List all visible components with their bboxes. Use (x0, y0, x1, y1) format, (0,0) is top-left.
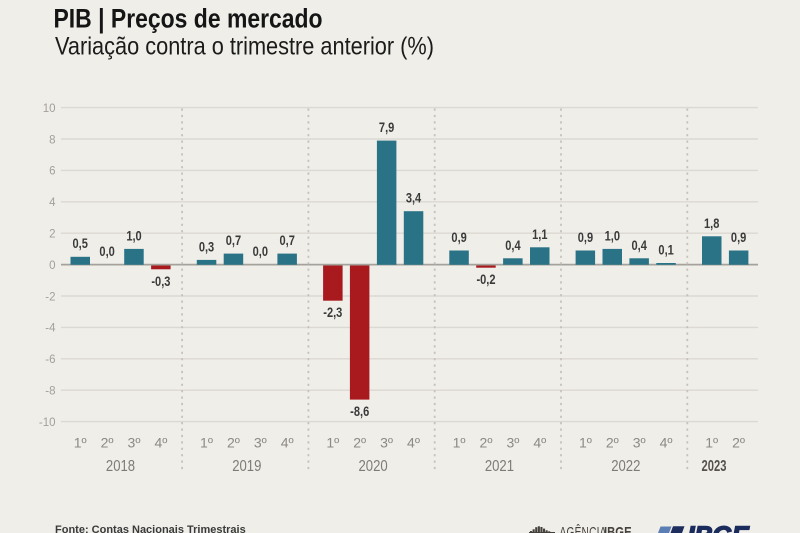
svg-text:4º: 4º (154, 434, 167, 450)
svg-text:0,1: 0,1 (658, 242, 673, 257)
svg-text:0,7: 0,7 (280, 233, 295, 248)
svg-text:2º: 2º (732, 434, 745, 450)
svg-text:4º: 4º (407, 434, 420, 450)
svg-text:-10: -10 (39, 417, 56, 429)
svg-text:-8,6: -8,6 (350, 404, 369, 419)
svg-text:1º: 1º (705, 434, 718, 450)
svg-text:1,8: 1,8 (704, 216, 719, 231)
svg-text:Variação contra o trimestre an: Variação contra o trimestre anterior (%) (55, 32, 434, 60)
svg-text:2º: 2º (606, 434, 619, 450)
svg-text:0,3: 0,3 (199, 239, 214, 254)
svg-text:AGÊNCIA: AGÊNCIA (560, 523, 607, 533)
svg-text:3º: 3º (633, 434, 646, 450)
svg-text:0,5: 0,5 (73, 236, 88, 251)
svg-text:1,1: 1,1 (532, 227, 547, 242)
svg-text:6: 6 (49, 166, 55, 178)
svg-text:3º: 3º (380, 434, 393, 450)
svg-text:2: 2 (49, 229, 55, 241)
svg-text:-0,3: -0,3 (151, 274, 170, 289)
svg-text:IBGE: IBGE (604, 524, 632, 533)
svg-text:-6: -6 (45, 354, 55, 366)
svg-text:2019: 2019 (232, 458, 261, 475)
svg-text:-8: -8 (45, 386, 55, 398)
svg-text:Fonte: Contas Nacionais Trimes: Fonte: Contas Nacionais Trimestrais (55, 524, 246, 533)
svg-text:4º: 4º (660, 434, 673, 450)
svg-text:1º: 1º (326, 434, 339, 450)
svg-text:8: 8 (49, 134, 55, 146)
svg-text:10: 10 (43, 103, 56, 115)
svg-text:3º: 3º (128, 434, 141, 450)
svg-text:2º: 2º (480, 434, 493, 450)
svg-text:4º: 4º (281, 434, 294, 450)
svg-text:1,0: 1,0 (605, 228, 620, 243)
svg-text:2022: 2022 (611, 458, 640, 475)
svg-text:1º: 1º (200, 434, 213, 450)
svg-text:2º: 2º (227, 434, 240, 450)
svg-text:2021: 2021 (485, 458, 514, 475)
svg-text:0,9: 0,9 (731, 230, 746, 245)
svg-text:2º: 2º (101, 434, 114, 450)
svg-text:-4: -4 (45, 323, 56, 335)
svg-text:-0,2: -0,2 (476, 272, 495, 287)
svg-text:1º: 1º (453, 434, 466, 450)
svg-text:1º: 1º (579, 434, 592, 450)
svg-text:3º: 3º (254, 434, 267, 450)
svg-text:0,0: 0,0 (253, 244, 268, 259)
svg-text:0,4: 0,4 (632, 238, 647, 253)
svg-text:0,0: 0,0 (99, 244, 114, 259)
svg-text:2018: 2018 (106, 458, 135, 475)
svg-text:0,7: 0,7 (226, 233, 241, 248)
svg-text:0: 0 (49, 260, 55, 272)
svg-text:3,4: 3,4 (406, 191, 421, 206)
svg-text:3º: 3º (506, 434, 519, 450)
svg-text:1º: 1º (74, 434, 87, 450)
svg-text:0,9: 0,9 (451, 230, 466, 245)
svg-text:-2: -2 (45, 291, 55, 303)
svg-text:4: 4 (49, 197, 56, 209)
svg-text:IBGE: IBGE (688, 522, 750, 533)
svg-text:2º: 2º (353, 434, 366, 450)
svg-text:0,4: 0,4 (505, 238, 520, 253)
svg-text:1,0: 1,0 (126, 228, 141, 243)
svg-text:-2,3: -2,3 (323, 305, 342, 320)
svg-text:0,9: 0,9 (578, 230, 593, 245)
svg-text:2023: 2023 (702, 456, 727, 475)
svg-text:2020: 2020 (359, 458, 388, 475)
svg-text:4º: 4º (533, 434, 546, 450)
svg-text:PIB | Preços de mercado: PIB | Preços de mercado (54, 4, 323, 34)
svg-text:7,9: 7,9 (379, 120, 394, 135)
